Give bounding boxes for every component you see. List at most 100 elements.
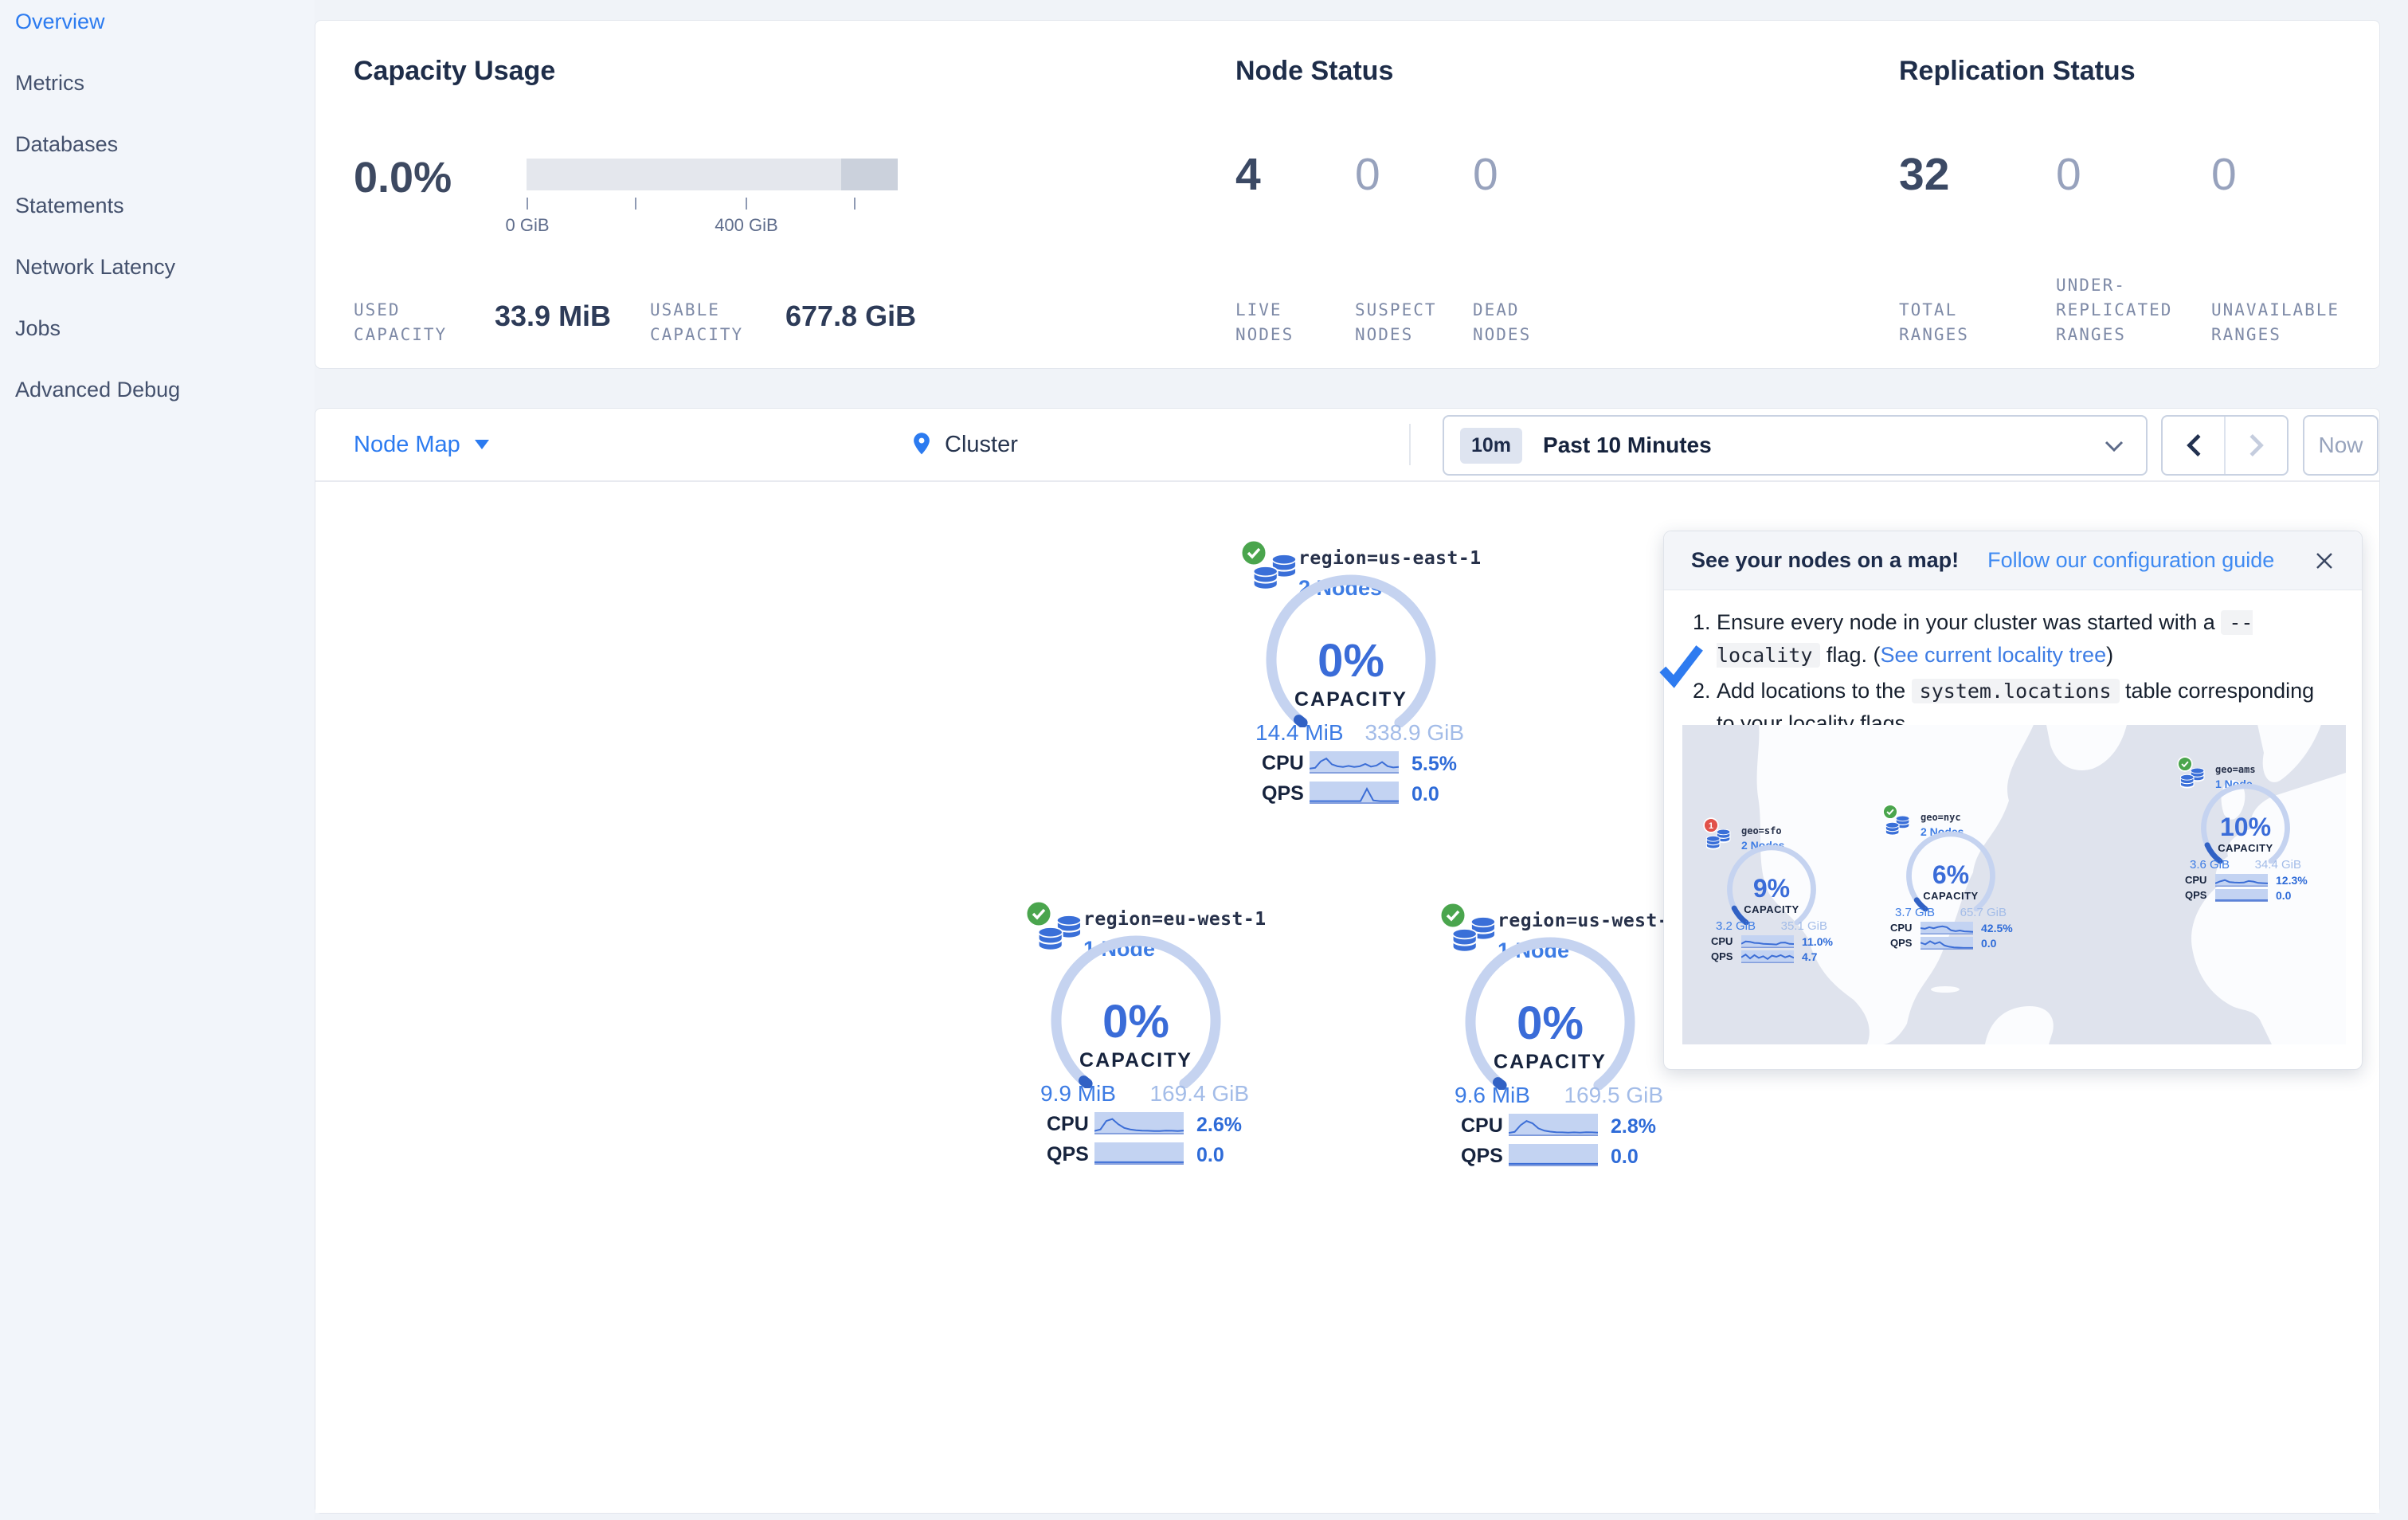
sidebar-item-advanced-debug[interactable]: Advanced Debug [15, 378, 181, 402]
figure-value: 0 [1355, 149, 1380, 200]
capacity-metric-value: 33.9 MiB [495, 300, 612, 332]
popup-header: See your nodes on a map! Follow our conf… [1664, 531, 2362, 590]
capacity-metric-label: USABLE CAPACITY [650, 300, 744, 344]
capacity-gauge-label: CAPACITY [1923, 890, 1979, 902]
capacity-values: 3.7 GiB 65.7 GiB [1895, 906, 2007, 919]
time-range-badge: 10m [1460, 427, 1523, 464]
node-map-panel: Node Map Cluster 10m Past 10 Minutes Now [315, 408, 2380, 1514]
sidebar-item-network-latency[interactable]: Network Latency [15, 255, 176, 279]
qps-label: QPS [1711, 950, 1733, 962]
cpu-label: CPU [1047, 1113, 1089, 1135]
region-gauge-region-us-east-1: region=us-east-1 2 Nodes 0% CAPACITY 14.… [1216, 532, 1486, 811]
locality-label: geo=nyc [1921, 812, 1961, 823]
popup-title: See your nodes on a map! [1691, 548, 1960, 572]
time-range-dropdown[interactable]: 10m Past 10 Minutes [1443, 415, 2148, 476]
qps-metric-row: QPS 0.0 [1415, 1144, 1686, 1168]
next-time-window-button[interactable] [2226, 417, 2287, 474]
world-map-graphic [1682, 725, 2346, 1044]
capacity-percent: 0% [1517, 997, 1584, 1049]
now-button[interactable]: Now [2303, 415, 2379, 476]
cpu-metric-row: CPU 5.5% [1216, 751, 1486, 775]
capacity-percent: 0% [1318, 635, 1384, 687]
capacity-bar-tick [527, 198, 528, 210]
replication-status-section: Replication Status 32 TOTAL RANGES 0 UNDER- R… [1899, 21, 2377, 368]
sidebar-item-jobs[interactable]: Jobs [15, 316, 61, 340]
healthy-check-icon [1239, 539, 1268, 571]
sidebar-item-databases[interactable]: Databases [15, 132, 119, 156]
figure-label: UNDER- REPLICATED RANGES [2056, 276, 2173, 344]
cpu-label: CPU [1262, 752, 1304, 774]
chevron-left-icon [2186, 434, 2201, 456]
configuration-guide-link[interactable]: Follow our configuration guide [1987, 548, 2275, 572]
capacity-total-value: 35.1 GiB [1780, 919, 1827, 933]
capacity-values: 14.4 MiB 338.9 GiB [1255, 720, 1464, 746]
sidebar-item-statements[interactable]: Statements [15, 194, 124, 217]
nodes-db-icon [1451, 916, 1497, 960]
capacity-bar-tick-label: 400 GiB [715, 215, 778, 235]
capacity-gauge-label: CAPACITY [1294, 688, 1408, 711]
cluster-summary-panel: Capacity Usage 0.0% 0 GiB 400 GiB USED CAP… [315, 20, 2380, 369]
figure-value: 32 [1899, 149, 1950, 200]
capacity-percent: 6% [1932, 860, 1970, 889]
capacity-percent-value: 0.0% [354, 154, 452, 202]
qps-value: 0.0 [2276, 889, 2292, 902]
time-range-label: Past 10 Minutes [1543, 433, 1712, 457]
cpu-label: CPU [1711, 935, 1733, 947]
chevron-right-icon [2249, 434, 2264, 456]
map-configuration-popup: See your nodes on a map! Follow our conf… [1659, 531, 2363, 1070]
capacity-used-value: 3.6 GiB [2190, 858, 2230, 872]
cpu-label: CPU [2185, 874, 2207, 886]
cpu-metric-row: CPU 42.5% [1879, 922, 2022, 935]
breadcrumb[interactable]: Cluster [910, 409, 1018, 480]
locality-label: region=eu-west-1 [1083, 909, 1267, 930]
qps-label: QPS [2185, 889, 2207, 901]
locality-tree-link[interactable]: See current locality tree [1880, 643, 2107, 667]
cpu-value: 2.6% [1196, 1114, 1242, 1136]
capacity-gauge-label: CAPACITY [1494, 1051, 1607, 1073]
sidebar-item-metrics[interactable]: Metrics [15, 71, 84, 95]
capacity-values: 9.6 MiB 169.5 GiB [1455, 1083, 1663, 1108]
sidebar-item-overview[interactable]: Overview [15, 10, 105, 33]
qps-value: 4.7 [1802, 950, 1818, 963]
cpu-value: 5.5% [1412, 753, 1457, 775]
capacity-total-value: 338.9 GiB [1365, 720, 1464, 745]
toolbar-divider [1409, 424, 1411, 465]
popup-body: Ensure every node in your cluster was st… [1659, 590, 2362, 740]
healthy-check-icon [1024, 899, 1053, 932]
locality-label: geo=ams [2215, 764, 2256, 775]
locality-label: geo=sfo [1741, 825, 1782, 836]
figure-value: 4 [1235, 149, 1261, 200]
capacity-total-value: 169.4 GiB [1149, 1081, 1249, 1106]
capacity-used-value: 3.7 GiB [1895, 906, 1936, 919]
close-icon[interactable] [2314, 550, 2335, 571]
previous-time-window-button[interactable] [2163, 417, 2226, 474]
node-minimap: 1 geo=sfo 2 Nodes 9% CAPACITY 3.2 GiB 35.… [1682, 725, 2346, 1044]
region-gauge-region-eu-west-1: region=eu-west-1 1 Node 0% CAPACITY 9.9 … [1000, 893, 1271, 1172]
capacity-gauge-label: CAPACITY [1079, 1049, 1192, 1071]
qps-metric-row: QPS 0.0 [1000, 1142, 1271, 1166]
capacity-usage-section: Capacity Usage 0.0% 0 GiB 400 GiB USED CAP… [354, 21, 1150, 368]
capacity-used-value: 9.6 MiB [1455, 1083, 1530, 1107]
figure-label: LIVE NODES [1235, 300, 1294, 344]
popup-step: Ensure every node in your cluster was st… [1717, 606, 2338, 672]
qps-label: QPS [1262, 782, 1304, 805]
qps-value: 0.0 [1412, 783, 1439, 805]
view-selector-dropdown[interactable]: Node Map [354, 409, 489, 480]
cpu-metric-row: CPU 2.8% [1415, 1114, 1686, 1138]
capacity-values: 3.2 GiB 35.1 GiB [1716, 919, 1827, 933]
capacity-values: 9.9 MiB 169.4 GiB [1040, 1081, 1249, 1107]
chevron-down-icon [2105, 441, 2124, 452]
node-status-title: Node Status [1235, 56, 1394, 86]
region-gauge-geo-nyc: geo=nyc 2 Nodes 6% CAPACITY 3.7 GiB 65.7 … [1879, 804, 2022, 959]
capacity-bar-dark-segment [840, 159, 898, 190]
capacity-used-value: 3.2 GiB [1716, 919, 1756, 933]
capacity-bar-tick [745, 198, 747, 210]
figure-value: 0 [1473, 149, 1498, 200]
qps-label: QPS [1047, 1143, 1089, 1165]
map-toolbar: Node Map Cluster 10m Past 10 Minutes Now [315, 409, 2379, 482]
capacity-total-value: 65.7 GiB [1960, 906, 2007, 919]
sidebar: Overview Metrics Databases Statements Networ… [0, 0, 315, 1520]
qps-value: 0.0 [1196, 1144, 1224, 1166]
healthy-check-icon [1439, 901, 1467, 934]
cpu-value: 11.0% [1802, 935, 1833, 948]
